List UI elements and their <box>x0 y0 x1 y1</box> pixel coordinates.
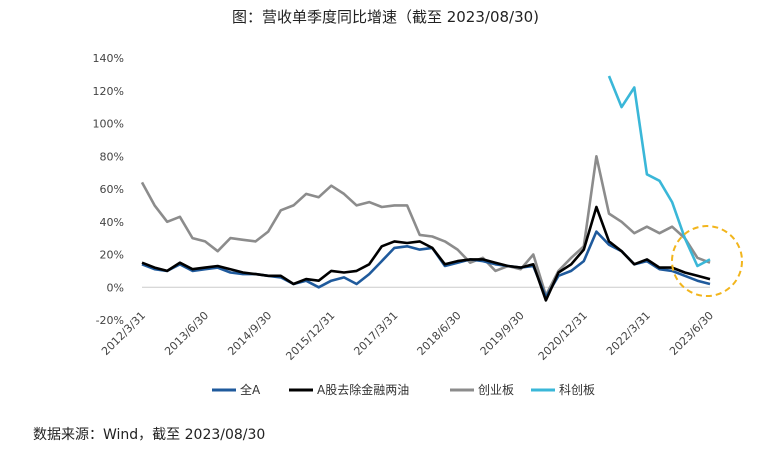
legend-label-2: 创业板 <box>478 383 514 397</box>
chart-title: 图：营收单季度同比增速（截至 2023/08/30) <box>231 8 540 26</box>
series-line-2 <box>140 155 711 297</box>
y-axis-ticks: 140% 120% 100% 80% 60% 40% 20% 0% -20% <box>93 52 124 327</box>
series-line-3 <box>607 75 711 268</box>
x-tick-label: 2022/3/31 <box>604 309 653 358</box>
y-tick-label: 80% <box>100 150 124 163</box>
series-line-0 <box>141 230 711 299</box>
y-tick-label: 120% <box>93 85 124 98</box>
y-tick-label: 20% <box>100 249 124 262</box>
x-tick-label: 2023/6/30 <box>667 309 716 358</box>
x-tick-label: 2019/9/30 <box>478 309 527 358</box>
y-tick-label: 60% <box>100 183 124 196</box>
series-line-1 <box>141 205 711 302</box>
legend: 全A A股去除金融两油 创业板 科创板 <box>212 382 595 397</box>
x-tick-label: 2020/12/31 <box>536 309 590 363</box>
y-tick-label: 140% <box>93 52 124 65</box>
y-tick-label: 0% <box>107 281 124 294</box>
y-tick-label: -20% <box>96 314 124 327</box>
legend-label-3: 科创板 <box>559 383 595 397</box>
x-tick-label: 2013/6/30 <box>162 309 211 358</box>
source-note: 数据来源：Wind，截至 2023/08/30 <box>33 427 266 443</box>
y-tick-label: 40% <box>100 216 124 229</box>
x-tick-label: 2018/6/30 <box>415 309 464 358</box>
y-tick-label: 100% <box>93 118 124 131</box>
series-lines <box>140 75 711 302</box>
x-tick-label: 2015/12/31 <box>283 309 337 363</box>
legend-label-1: A股去除金融两油 <box>317 382 409 397</box>
x-tick-label: 2014/9/30 <box>225 309 274 358</box>
x-axis-ticks: 2012/3/31 2013/6/30 2014/9/30 2015/12/31 201… <box>99 309 716 363</box>
legend-label-0: 全A <box>240 382 261 397</box>
highlight-circle <box>671 225 743 298</box>
x-tick-label: 2017/3/31 <box>351 309 400 358</box>
